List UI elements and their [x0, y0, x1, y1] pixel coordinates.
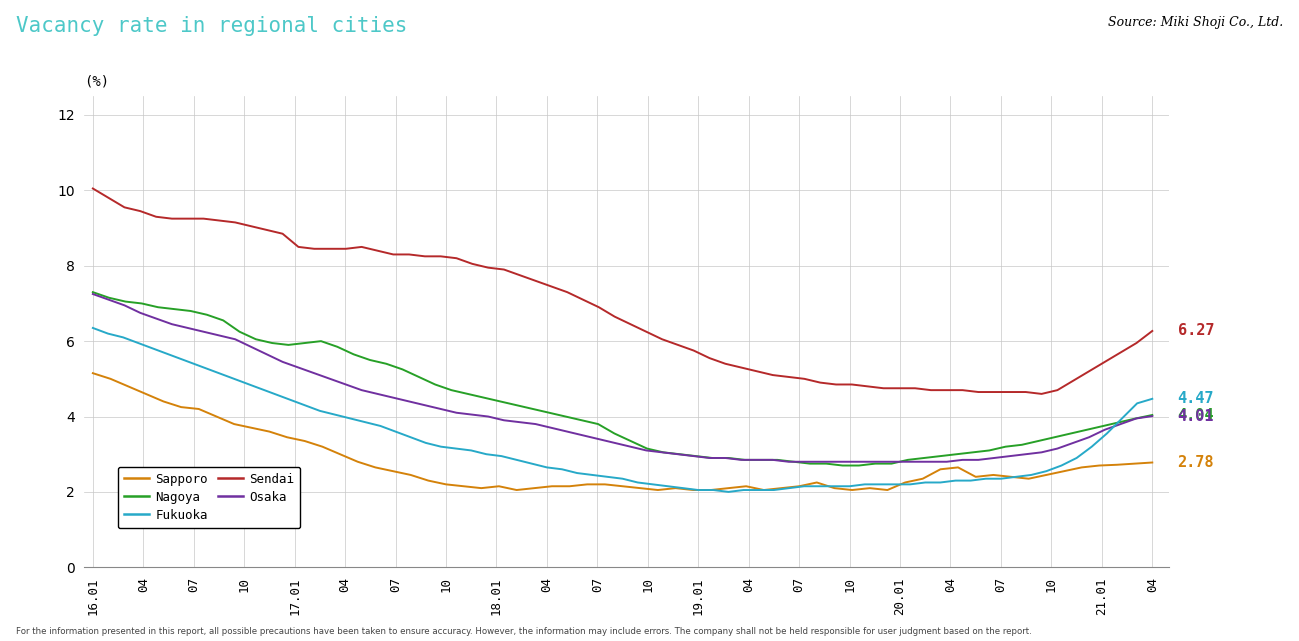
- Text: (%): (%): [84, 74, 109, 88]
- Text: 4.47: 4.47: [1177, 391, 1215, 406]
- Text: 4.04: 4.04: [1177, 408, 1215, 422]
- Text: Vacancy rate in regional cities: Vacancy rate in regional cities: [16, 16, 407, 36]
- Text: 6.27: 6.27: [1177, 324, 1215, 338]
- Text: Source: Miki Shoji Co., Ltd.: Source: Miki Shoji Co., Ltd.: [1108, 16, 1283, 29]
- Legend: Sapporo, Nagoya, Fukuoka, Sendai, Osaka: Sapporo, Nagoya, Fukuoka, Sendai, Osaka: [118, 467, 300, 528]
- Text: 2.78: 2.78: [1177, 455, 1215, 470]
- Text: 4.01: 4.01: [1177, 409, 1215, 424]
- Text: For the information presented in this report, all possible precautions have been: For the information presented in this re…: [16, 627, 1031, 636]
